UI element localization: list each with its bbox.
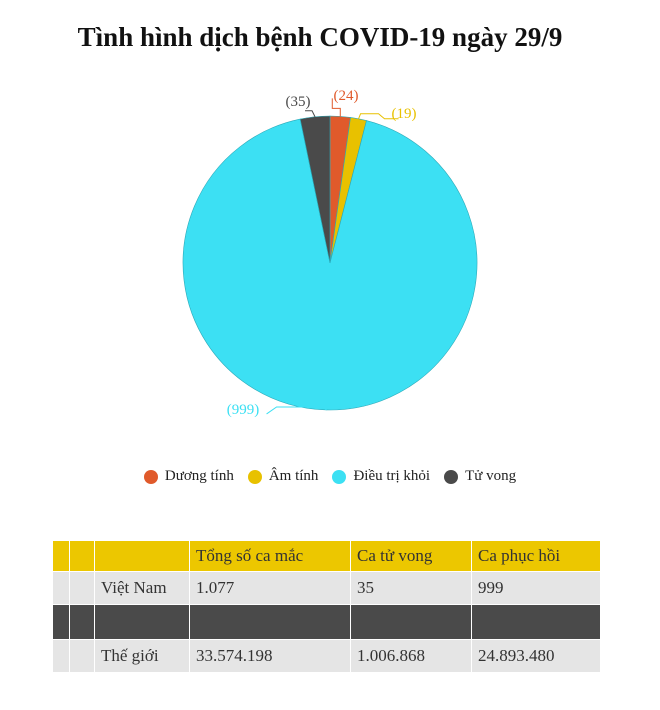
leader-line (266, 406, 327, 415)
deaths-cell: 1.006.868 (350, 639, 472, 673)
header-total: Tổng số ca mắc (189, 540, 351, 572)
cell (69, 639, 95, 673)
legend-label: Dương tính (164, 468, 234, 484)
recovered-cell: 999 (471, 571, 601, 605)
header-recovered: Ca phục hồi (471, 540, 601, 572)
slice-label: (24) (334, 88, 359, 104)
cell (52, 604, 70, 640)
header-deaths: Ca tử vong (350, 540, 472, 572)
leader-line (331, 98, 341, 117)
legend-label: Âm tính (268, 468, 319, 484)
deaths-cell: 35 (350, 571, 472, 605)
header-cell (94, 540, 190, 572)
legend: Dương tính Âm tính Điều trị khỏi Tử vong (0, 468, 660, 485)
total-cell: 1.077 (189, 571, 351, 605)
legend-dot-icon (444, 469, 459, 484)
cell (94, 604, 190, 640)
table-row: Việt Nam 1.077 35 999 (52, 571, 601, 605)
recovered-cell: 24.893.480 (471, 639, 601, 673)
legend-dot-icon (143, 469, 158, 484)
legend-item-recovered[interactable]: Điều trị khỏi (332, 468, 430, 485)
cell (69, 571, 95, 605)
slice-label: (19) (392, 106, 417, 122)
cell (69, 604, 95, 640)
legend-item-positive[interactable]: Dương tính (143, 468, 234, 485)
leader-line (358, 113, 399, 120)
table-separator-row (52, 604, 601, 640)
pie-chart: (24) (19) (999) (35) (182, 88, 478, 418)
table-header-row: Tổng số ca mắc Ca tử vong Ca phục hồi (52, 540, 601, 572)
cell (189, 604, 351, 640)
chart-title: Tình hình dịch bệnh COVID-19 ngày 29/9 (77, 22, 563, 52)
cell (471, 604, 601, 640)
cell (52, 639, 70, 673)
slice-label: (35) (286, 94, 311, 110)
stats-table: Tổng số ca mắc Ca tử vong Ca phục hồi Vi… (52, 540, 601, 673)
header-cell (52, 540, 70, 572)
legend-dot-icon (332, 469, 347, 484)
table-row: Thế giới 33.574.198 1.006.868 24.893.480 (52, 639, 601, 673)
legend-label: Điều trị khỏi (353, 468, 431, 484)
cell (350, 604, 472, 640)
total-cell: 33.574.198 (189, 639, 351, 673)
legend-item-negative[interactable]: Âm tính (247, 468, 319, 485)
region-cell: Thế giới (94, 639, 190, 673)
region-cell: Việt Nam (94, 571, 190, 605)
legend-dot-icon (247, 469, 262, 484)
cell (52, 571, 70, 605)
leader-line (305, 110, 316, 117)
header-cell (69, 540, 95, 572)
legend-label: Tử vong (465, 468, 517, 484)
legend-item-deaths[interactable]: Tử vong (444, 468, 516, 485)
slice-label: (999) (227, 402, 260, 418)
